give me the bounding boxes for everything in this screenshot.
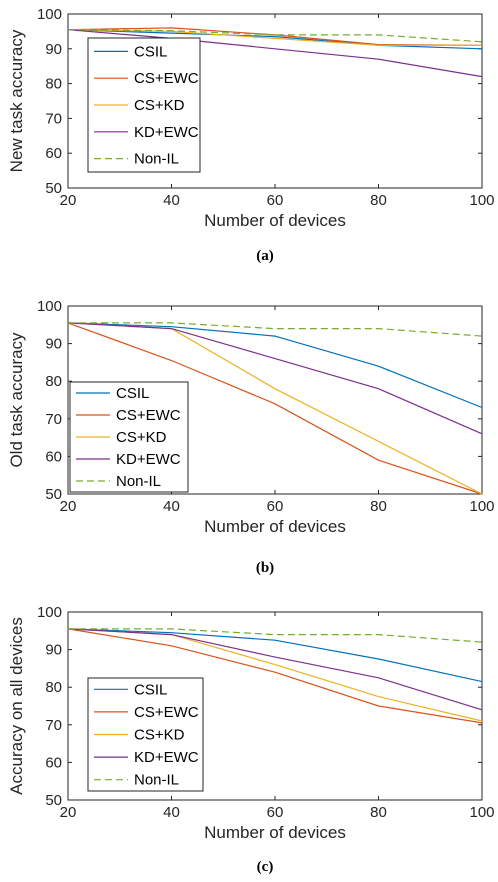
y-tick-label: 50 xyxy=(45,180,62,197)
y-tick-label: 60 xyxy=(45,754,62,771)
x-tick-label: 80 xyxy=(370,192,387,209)
y-tick-label: 60 xyxy=(45,448,62,465)
legend-label: CSIL xyxy=(134,43,167,60)
x-tick-label: 60 xyxy=(267,192,284,209)
y-tick-label: 80 xyxy=(45,679,62,696)
legend-label: CS+EWC xyxy=(134,704,199,721)
series-line-csil xyxy=(67,628,483,683)
y-tick-label: 80 xyxy=(45,373,62,390)
x-tick-label: 100 xyxy=(469,498,494,515)
y-tick-label: 100 xyxy=(37,6,62,23)
legend: CSIL CS+EWC CS+KD KD+EWC Non-IL xyxy=(87,37,201,173)
x-tick-label: 80 xyxy=(370,498,387,515)
x-tick-label: 80 xyxy=(370,804,387,821)
series-line-cs-ewc xyxy=(67,322,483,495)
x-tick-label: 20 xyxy=(60,192,77,209)
x-tick-label: 40 xyxy=(163,498,180,515)
x-axis-label: Number of devices xyxy=(204,823,346,842)
legend-label: CS+KD xyxy=(116,429,167,446)
legend: CSIL CS+EWC CS+KD KD+EWC Non-IL xyxy=(69,381,189,493)
legend-label: CSIL xyxy=(116,385,149,402)
series-line-cs-ewc xyxy=(67,628,483,724)
legend-label: CS+KD xyxy=(134,97,185,114)
x-tick-label: 20 xyxy=(60,804,77,821)
panel-caption: (b) xyxy=(256,560,274,576)
series-line-csil xyxy=(67,322,483,409)
x-tick-label: 60 xyxy=(267,498,284,515)
legend-label: Non-IL xyxy=(134,151,179,168)
legend: CSIL CS+EWC CS+KD KD+EWC Non-IL xyxy=(87,677,204,792)
y-tick-label: 100 xyxy=(37,604,62,621)
series-line-non-il xyxy=(68,628,483,643)
x-tick-label: 40 xyxy=(163,804,180,821)
y-tick-label: 90 xyxy=(45,336,62,353)
y-tick-label: 100 xyxy=(37,298,62,315)
legend-label: KD+EWC xyxy=(116,451,181,468)
x-tick-label: 100 xyxy=(469,804,494,821)
legend-label: CS+EWC xyxy=(134,70,199,87)
series-line-csil xyxy=(67,29,483,50)
y-axis-label: Old task accuracy xyxy=(7,332,26,468)
y-tick-label: 70 xyxy=(45,411,62,428)
y-axis-label: Accuracy on all devices xyxy=(7,617,26,795)
y-tick-label: 70 xyxy=(45,110,62,127)
legend-label: Non-IL xyxy=(134,772,179,789)
x-tick-label: 40 xyxy=(163,192,180,209)
panel-caption: (a) xyxy=(256,248,274,264)
x-tick-label: 100 xyxy=(469,192,494,209)
y-tick-label: 60 xyxy=(45,145,62,162)
legend-label: KD+EWC xyxy=(134,749,199,766)
series-line-kd-ewc xyxy=(67,628,483,711)
chart-panel-1: 20 40 60 80 100 50 60 70 80 90 100 Number of device… xyxy=(7,298,495,576)
y-tick-label: 80 xyxy=(45,76,62,93)
x-tick-label: 60 xyxy=(267,804,284,821)
x-axis-label: Number of devices xyxy=(204,211,346,230)
panel-caption: (c) xyxy=(257,859,274,875)
x-axis-label: Number of devices xyxy=(204,517,346,536)
series-line-non-il xyxy=(67,29,483,43)
legend-label: CSIL xyxy=(134,681,167,698)
series-line-kd-ewc xyxy=(67,322,483,435)
y-tick-label: 50 xyxy=(45,486,62,503)
y-tick-label: 70 xyxy=(45,717,62,734)
series-line-kd-ewc xyxy=(67,29,483,78)
chart-panel-2: 20 40 60 80 100 50 60 70 80 90 100 Number of device… xyxy=(7,604,495,875)
legend-label: CS+KD xyxy=(134,727,185,744)
legend-label: Non-IL xyxy=(116,473,161,490)
series-line-non-il xyxy=(68,322,483,337)
y-tick-label: 90 xyxy=(45,41,62,58)
y-tick-label: 90 xyxy=(45,642,62,659)
chart-panel-0: 20 40 60 80 100 50 60 70 80 90 100 Number of device… xyxy=(7,6,495,264)
y-tick-label: 50 xyxy=(45,792,62,809)
x-tick-label: 20 xyxy=(60,498,77,515)
y-axis-label: New task accuracy xyxy=(7,29,26,172)
legend-label: CS+EWC xyxy=(116,407,181,424)
legend-label: KD+EWC xyxy=(134,124,199,141)
